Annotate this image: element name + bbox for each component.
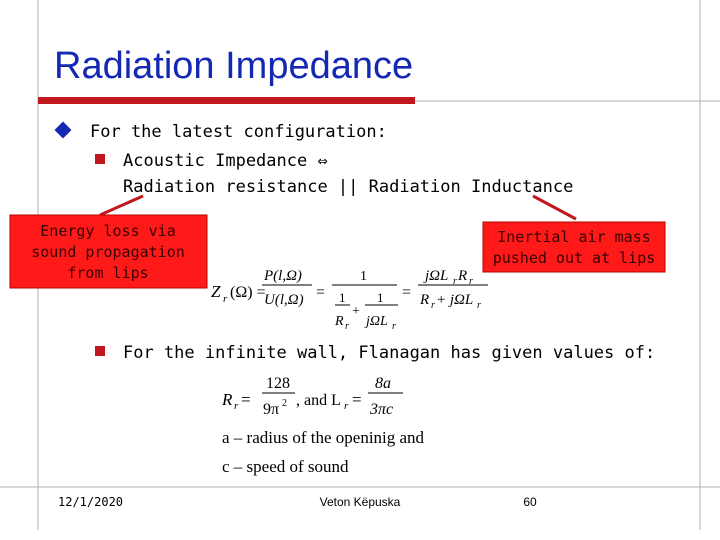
definition: c – speed of sound (222, 457, 349, 476)
formula-token: 1 (360, 269, 367, 284)
formula-token: 1 (377, 290, 384, 305)
formula-token: = (352, 390, 362, 409)
callout-arrow (99, 194, 144, 217)
bullet-diamond (54, 121, 72, 139)
formula-token: + jΩL (436, 292, 473, 308)
formula-token: R (419, 292, 429, 308)
formula-token: , and L (296, 392, 341, 409)
callout-text: Inertial air mass (497, 228, 651, 246)
formula-token: r (345, 321, 349, 332)
callout-text: sound propagation (31, 243, 185, 261)
formula-token: R (221, 390, 233, 409)
callout-text: from lips (67, 264, 148, 282)
formula-token: Z (211, 282, 221, 301)
sub-bullet (95, 346, 105, 356)
formula-token: U(l,Ω) (264, 292, 304, 308)
formula-token: + (352, 304, 360, 319)
formula-token: r (392, 321, 396, 332)
formula-token: (Ω) = (230, 284, 266, 301)
callout-text: pushed out at lips (493, 249, 656, 267)
callout-box (9, 214, 208, 289)
sub-bullet (95, 154, 105, 164)
footer-author: Veton Këpuska (320, 495, 401, 509)
formula-token: = (402, 284, 411, 301)
formula-token: r (223, 293, 228, 305)
sub-bullet-text: Radiation resistance || Radiation Induct… (123, 177, 573, 197)
formula-token: 9π (263, 401, 279, 418)
formula-token: jΩL (364, 314, 388, 329)
sub-bullet-text: For the infinite wall, Flanagan has give… (123, 343, 655, 363)
slide-title: Radiation Impedance (54, 45, 413, 87)
formula-token: R (457, 268, 467, 284)
footer-page: 60 (523, 495, 537, 509)
callout-arrow (532, 194, 577, 221)
formula-token: R (334, 314, 344, 329)
formula-token: 128 (266, 375, 290, 392)
formula-token: 1 (339, 290, 346, 305)
callout-text: Energy loss via (40, 222, 175, 240)
formula-token: P(l,Ω) (263, 268, 302, 284)
formula-token: r (234, 400, 239, 412)
formula-token: r (477, 300, 481, 311)
formula-token: r (344, 400, 349, 412)
formula-token: 2 (282, 398, 287, 409)
formula-token: = (316, 284, 325, 301)
formula-token: jΩL (423, 268, 448, 284)
footer-date: 12/1/2020 (58, 495, 123, 509)
callout-box (482, 221, 666, 273)
title-rule-red (38, 97, 415, 104)
formula-token: 3πc (369, 401, 393, 418)
formula-token: r (453, 276, 457, 287)
definition: a – radius of the openinig and (222, 428, 425, 447)
formula-token: r (469, 276, 473, 287)
formula-token: = (241, 390, 251, 409)
formula-token: 8a (375, 375, 391, 392)
formula-token: r (431, 300, 435, 311)
bullet-text: For the latest configuration: (90, 122, 387, 142)
sub-bullet-text: Acoustic Impedance ⇔ (123, 151, 328, 171)
